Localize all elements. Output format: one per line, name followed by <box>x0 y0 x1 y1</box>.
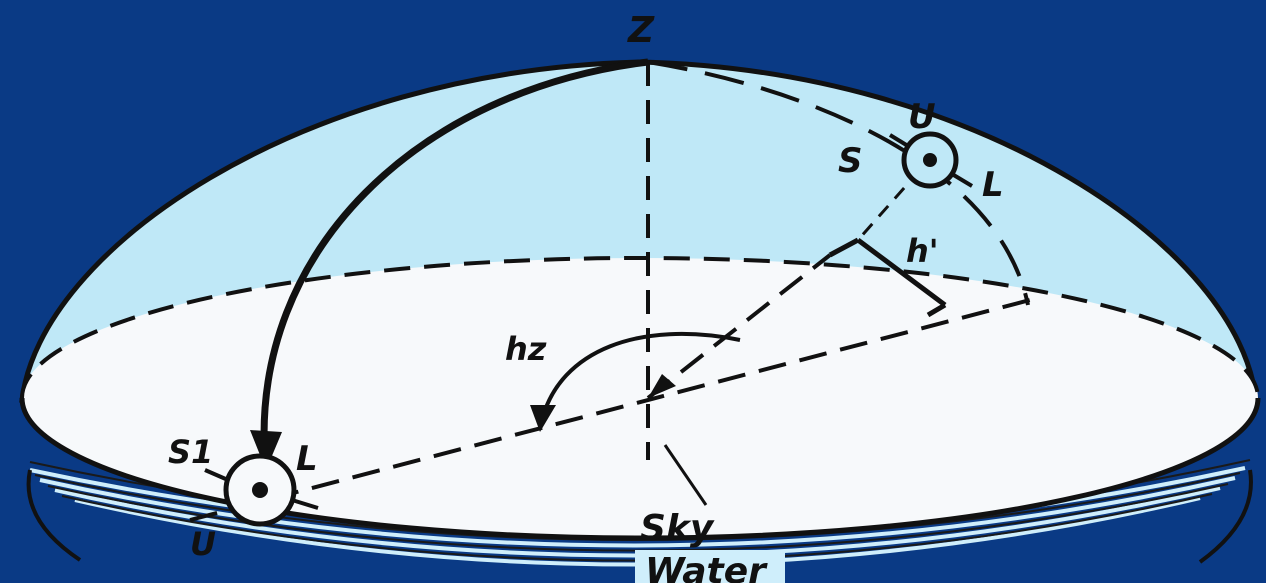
vertical-circle-lower <box>260 58 649 461</box>
vertical-circle-upper <box>647 60 1030 306</box>
center-arrowhead <box>648 374 676 398</box>
horizon-plane <box>22 258 1258 538</box>
lower-star-symbol <box>204 453 319 527</box>
label-lower-u: U <box>190 525 216 563</box>
label-zenith: Z <box>627 10 655 51</box>
water-label-bg <box>635 550 785 583</box>
label-hz: hz <box>505 330 547 368</box>
right-side-arc <box>1198 469 1253 564</box>
label-lower-s1: S1 <box>168 433 213 471</box>
label-lower-l: L <box>296 439 318 479</box>
upper-star-drop <box>856 169 922 241</box>
horizon-diameter <box>189 298 1031 522</box>
horizon-back-edge <box>20 256 1260 399</box>
label-h-prime: h' <box>906 232 939 270</box>
label-upper-u: U <box>908 97 936 137</box>
sky-leader <box>663 444 708 506</box>
label-water: Water <box>645 551 768 583</box>
label-upper-l: L <box>982 165 1004 205</box>
h-prime-bracket <box>828 237 947 318</box>
lower-arrowhead <box>250 430 282 470</box>
hz-arc <box>540 332 741 421</box>
horizon-front-edge <box>19 397 1261 541</box>
label-sky: Sky <box>640 508 715 549</box>
altitude-projection <box>646 253 832 400</box>
upper-star-symbol <box>888 131 974 189</box>
left-side-arc <box>26 469 82 562</box>
hz-arrowhead <box>530 405 556 432</box>
label-upper-s: S <box>838 141 863 181</box>
